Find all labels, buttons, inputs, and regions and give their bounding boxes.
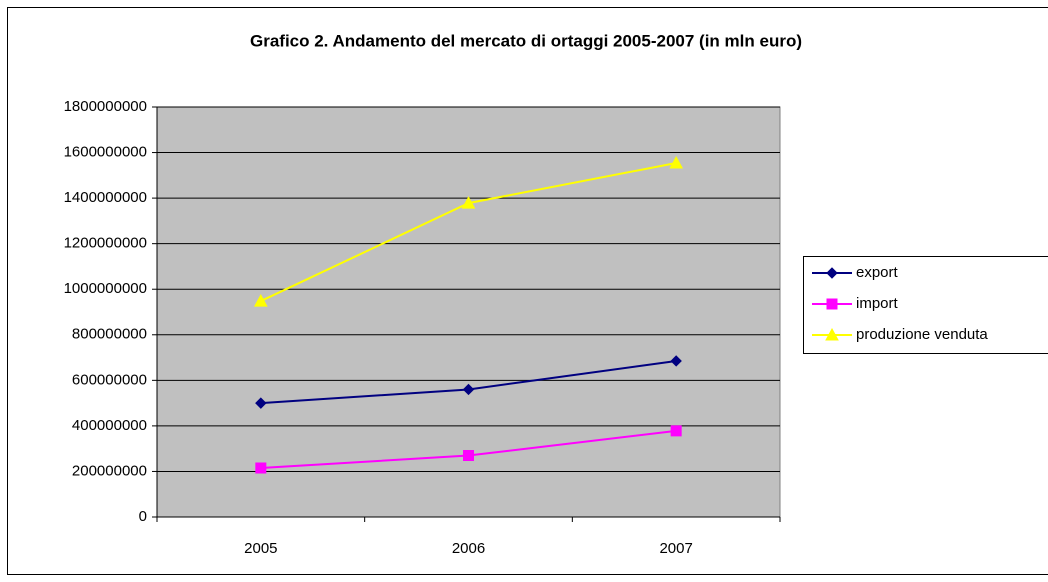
marker	[255, 397, 267, 409]
marker	[670, 355, 682, 367]
y-tick-label: 1000000000	[64, 280, 147, 297]
x-tick-label: 2006	[452, 540, 485, 557]
legend-marker	[826, 298, 838, 310]
legend-label: produzione venduta	[856, 326, 988, 343]
y-tick-label: 1600000000	[64, 144, 147, 161]
marker	[462, 383, 475, 396]
marker	[255, 462, 267, 474]
x-tick-label: 2007	[659, 540, 692, 557]
marker	[463, 450, 474, 461]
marker	[669, 155, 684, 169]
marker	[670, 425, 682, 437]
marker	[461, 196, 476, 209]
y-tick-label: 1400000000	[64, 189, 147, 206]
y-tick-label: 800000000	[72, 326, 147, 343]
legend-marker	[825, 327, 839, 341]
y-tick-label: 600000000	[72, 371, 147, 388]
x-tick-label: 2005	[244, 540, 277, 557]
y-tick-label: 1200000000	[64, 235, 147, 252]
marker	[253, 294, 268, 307]
y-tick-label: 400000000	[72, 417, 147, 434]
legend-label: import	[856, 295, 899, 312]
y-tick-label: 0	[139, 508, 147, 525]
y-tick-label: 200000000	[72, 462, 147, 479]
chart-title: Grafico 2. Andamento del mercato di orta…	[250, 31, 802, 50]
y-tick-label: 1800000000	[64, 98, 147, 115]
legend-label: export	[856, 264, 899, 281]
legend-marker	[826, 267, 838, 279]
